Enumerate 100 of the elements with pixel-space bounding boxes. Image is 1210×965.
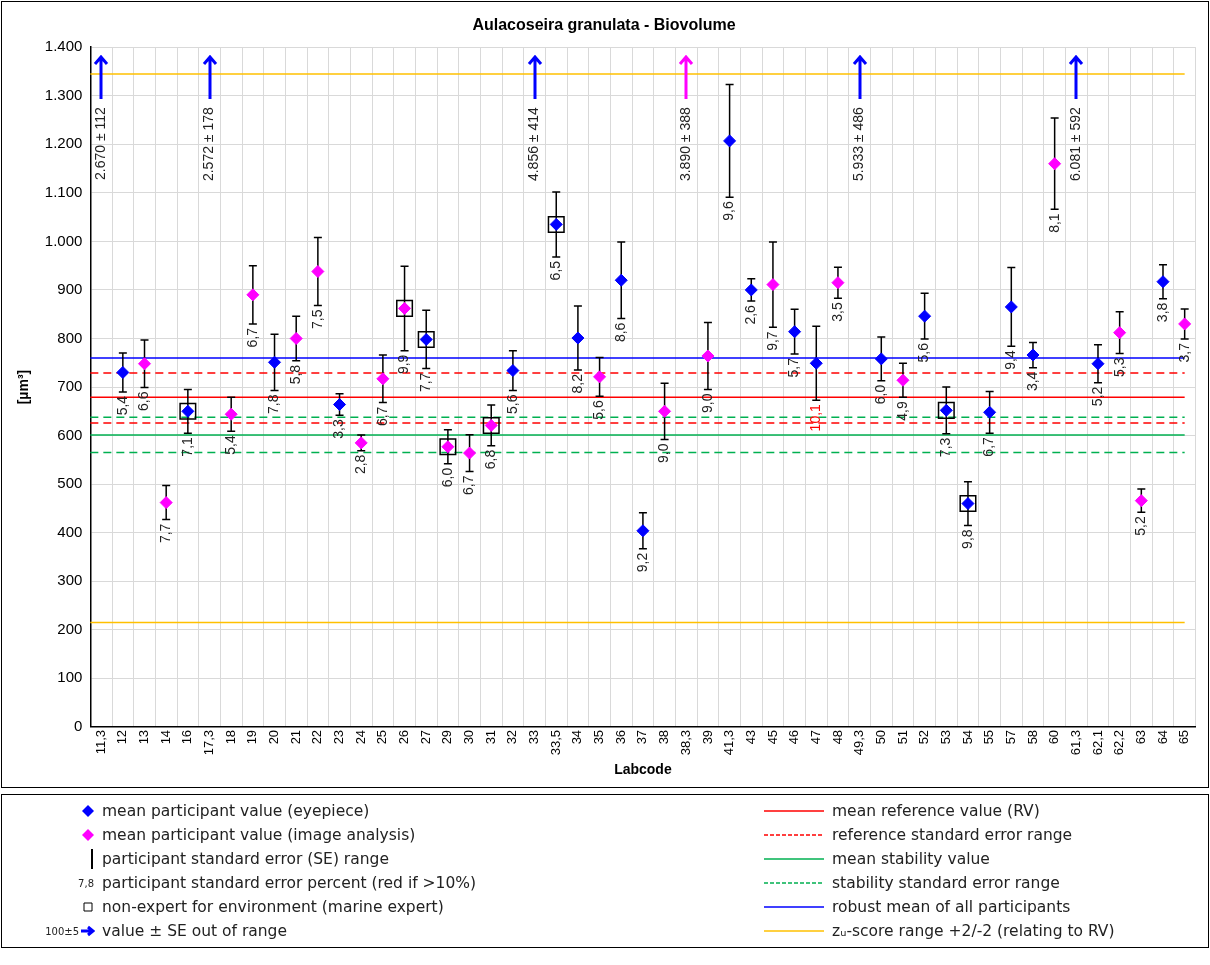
legend-label: stability standard error range: [832, 874, 1060, 892]
x-tick-label: 30: [461, 729, 477, 745]
annotation: 6,0: [872, 384, 889, 405]
point: [831, 276, 845, 290]
x-tick-label: 31: [482, 729, 498, 745]
annotation: 5,2: [1132, 516, 1149, 536]
x-tick-label: 22: [309, 729, 325, 745]
point: [506, 364, 520, 378]
annotation: 9,6: [720, 201, 737, 221]
annotation: 6,6: [135, 391, 152, 411]
annotation: 8,1: [1045, 213, 1062, 233]
legend-label: reference standard error range: [832, 826, 1073, 844]
point: [159, 496, 173, 510]
x-tick-label: 36: [612, 729, 628, 745]
x-tick-label: 51: [894, 729, 910, 745]
point: [246, 288, 260, 302]
x-tick-label: 11,3: [92, 729, 108, 755]
annotation: 5,2: [1088, 386, 1105, 407]
x-tick-label: 19: [244, 729, 260, 745]
y-tick-label: 1.300: [44, 85, 83, 103]
text: 3.890 ± 388: [677, 107, 694, 182]
x-tick-label: 14: [157, 729, 173, 745]
point: [289, 332, 303, 345]
point: [1048, 157, 1062, 171]
annotation: 6,7: [243, 327, 260, 348]
y-tick-label: 800: [57, 328, 83, 346]
point: [896, 373, 910, 387]
x-tick-label: 29: [439, 729, 455, 745]
point: [116, 365, 130, 379]
annotation: 6,7: [460, 475, 477, 495]
annotation: 6,5: [547, 260, 564, 281]
annotation: 4,9: [893, 401, 910, 421]
annotation: 5,3: [1110, 357, 1127, 378]
point: [809, 356, 823, 370]
text: 4.856 ± 414: [525, 107, 542, 182]
annotation: 3,4: [1023, 371, 1040, 392]
annotation: 8,2: [568, 373, 585, 394]
y-tick-label: 200: [57, 619, 83, 637]
annotation: 9,7: [763, 331, 780, 351]
x-tick-label: 48: [829, 729, 845, 745]
y-tick-label: 1.000: [44, 231, 83, 249]
annotation: 9,0: [698, 393, 715, 413]
x-tick-label: 27: [417, 729, 433, 745]
x-tick-label: 32: [504, 729, 520, 745]
point: [268, 355, 282, 369]
x-tick-label: 62,2: [1111, 729, 1127, 756]
legend-label: non-expert for environment (marine expert): [102, 898, 444, 916]
point: [918, 309, 932, 323]
annotation: 3,7: [1175, 342, 1192, 363]
annotation: 6,7: [373, 406, 390, 427]
point: [333, 398, 347, 412]
x-tick-label: 26: [396, 729, 412, 745]
point: [1091, 357, 1105, 371]
x-tick-label: 49,3: [851, 729, 867, 756]
text: 7,8: [78, 877, 94, 889]
text: participant standard error (SE) range: [102, 850, 389, 868]
point: [658, 404, 672, 418]
y-tick-label: 1.400: [44, 37, 83, 55]
annotation: 7,3: [937, 437, 954, 458]
y-axis-title: [µm³]: [15, 369, 32, 405]
point: [376, 372, 390, 386]
annotation: 2,8: [352, 454, 369, 475]
legend-label: mean participant value (image analysis): [102, 826, 416, 844]
x-tick-label: 13: [136, 729, 152, 745]
annotation: 5,4: [113, 395, 130, 416]
x-tick-label: 16: [179, 729, 195, 745]
x-tick-label: 65: [1176, 729, 1192, 745]
x-tick-label: 54: [959, 729, 975, 745]
x-tick-label: 25: [374, 729, 390, 745]
x-tick-label: 33,5: [547, 729, 563, 756]
annotation: 3,3: [330, 419, 347, 439]
text: 6.081 ± 592: [1067, 107, 1084, 182]
y-tick-label: 300: [57, 571, 83, 589]
y-tick-label: 0: [73, 717, 83, 735]
legend-label: robust mean of all participants: [832, 898, 1071, 916]
x-tick-label: 38: [656, 729, 672, 745]
annotation: 7,8: [265, 394, 282, 414]
annotation: 9,0: [655, 443, 672, 463]
point: [1178, 317, 1192, 331]
annotation: 7,1: [178, 436, 195, 457]
annotation: 5,6: [503, 394, 520, 414]
x-tick-label: 58: [1024, 729, 1040, 745]
x-tick-label: 53: [937, 729, 953, 745]
x-axis-title: Labcode: [614, 761, 672, 778]
annotation: 5,7: [785, 357, 802, 378]
x-tick-label: 61,3: [1067, 729, 1083, 756]
x-tick-label: 63: [1132, 729, 1148, 745]
x-tick-label: 47: [807, 729, 823, 745]
x-tick-label: 21: [287, 729, 303, 745]
x-tick-label: 18: [222, 729, 238, 745]
annotation: 6,7: [980, 436, 997, 457]
annotation: 9,8: [958, 529, 975, 549]
annotation: 9,2: [633, 552, 650, 573]
annotation: 3,8: [1153, 302, 1170, 323]
point: [1134, 494, 1148, 508]
point: [1026, 348, 1040, 362]
point: [788, 325, 802, 339]
x-tick-label: 12: [114, 729, 130, 745]
x-tick-label: 41,3: [721, 729, 737, 756]
annotation: 6,0: [438, 467, 455, 488]
